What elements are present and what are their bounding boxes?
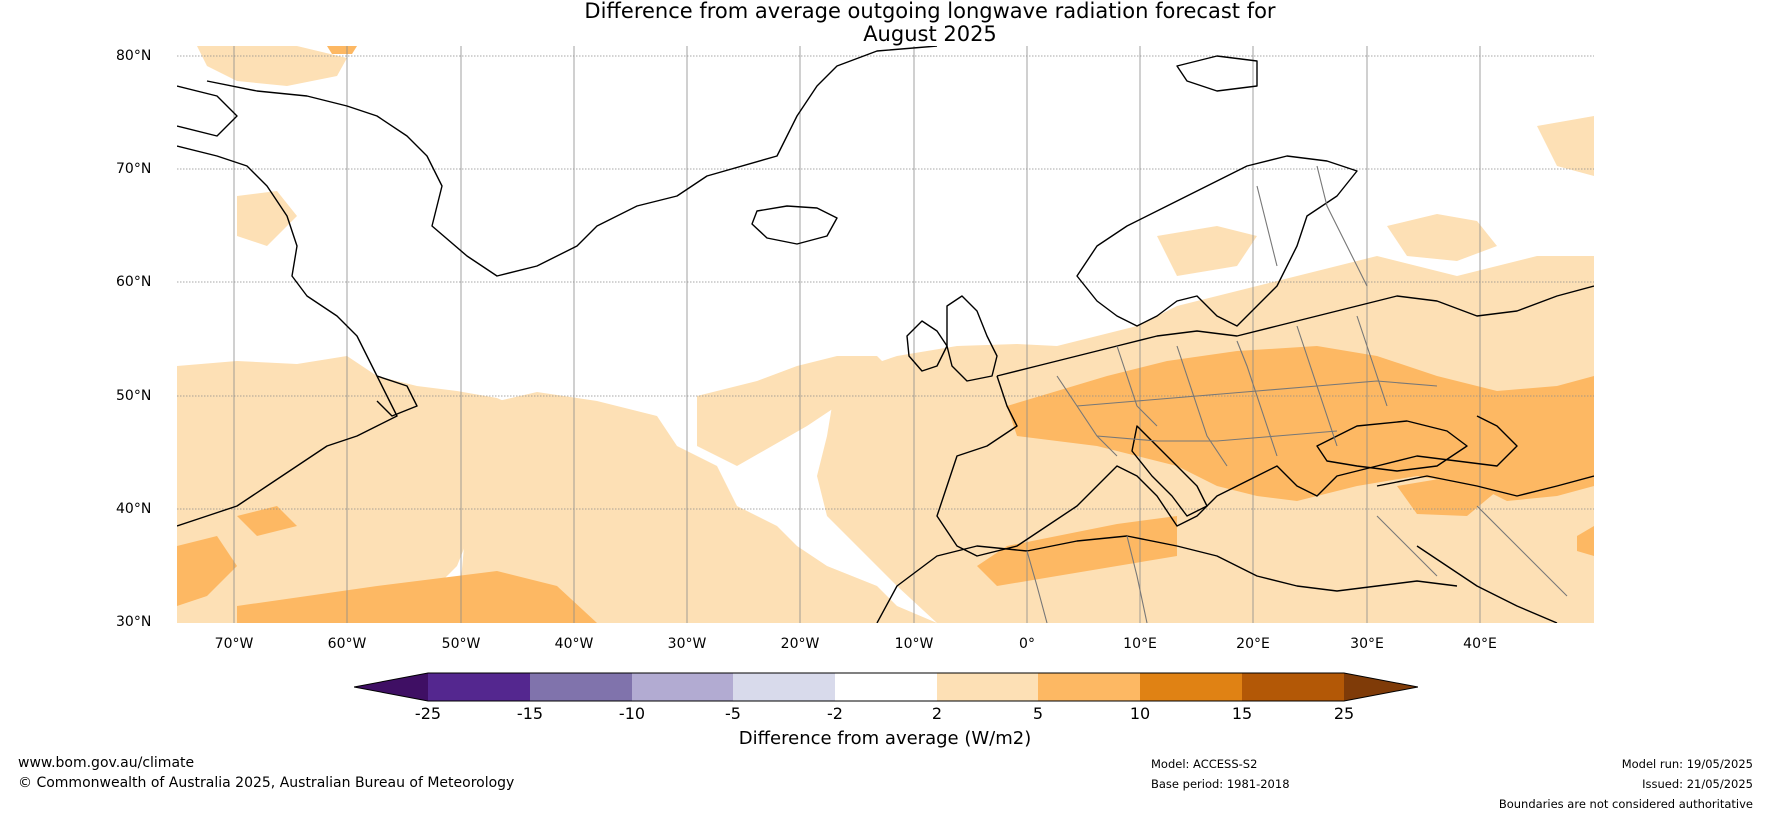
lat-label-60n: 60°N [116, 274, 152, 290]
lon-label-60w: 60°W [327, 636, 367, 652]
colorbar-segment [835, 673, 937, 701]
lon-label-30e: 30°E [1350, 636, 1384, 652]
lat-label-50n: 50°N [116, 388, 152, 404]
colorbar-label: Difference from average (W/m2) [738, 728, 1032, 749]
anomaly-light-orange [177, 46, 1594, 623]
colorbar-tick: 2 [931, 704, 943, 723]
lon-label-50w: 50°W [441, 636, 481, 652]
parallels [177, 55, 1594, 510]
colorbar-segment [1140, 673, 1242, 701]
footer-url: www.bom.gov.au/climate [18, 755, 195, 771]
footer-issued: Issued: 21/05/2025 [1642, 777, 1753, 791]
lon-label-40w: 40°W [554, 636, 594, 652]
lat-label-70n: 70°N [116, 161, 152, 177]
colorbar-tick: -2 [827, 704, 843, 723]
footer-model-run: Model run: 19/05/2025 [1621, 757, 1753, 771]
colorbar-tick: -25 [414, 704, 442, 723]
colorbar-tick: -15 [516, 704, 544, 723]
map-panel [177, 46, 1594, 623]
colorbar-segment [632, 673, 733, 701]
colorbar-tick: -10 [618, 704, 646, 723]
lat-label-80n: 80°N [116, 48, 152, 64]
map-title: Difference from average outgoing longwav… [0, 0, 1770, 46]
lat-label-30n: 30°N [116, 614, 152, 630]
meridians [233, 46, 1481, 623]
title-line-1: Difference from average outgoing longwav… [584, 0, 1276, 23]
colorbar-segment [1242, 673, 1344, 701]
country-borders [1026, 165, 1568, 623]
footer-model: Model: ACCESS-S2 [1151, 757, 1258, 771]
lat-label-40n: 40°N [116, 501, 152, 517]
map-canvas [177, 46, 1594, 623]
colorbar-arrow-high [1344, 673, 1418, 701]
colorbar-segment [428, 673, 530, 701]
lon-label-20e: 20°E [1236, 636, 1270, 652]
coastlines [177, 46, 1594, 623]
lon-label-40e: 40°E [1463, 636, 1497, 652]
footer-copyright: © Commonwealth of Australia 2025, Austra… [18, 775, 515, 791]
colorbar-segment [733, 673, 835, 701]
lon-label-10w: 10°W [894, 636, 934, 652]
colorbar-tick: 15 [1231, 704, 1253, 723]
colorbar-tick: 25 [1333, 704, 1355, 723]
lon-label-30w: 30°W [667, 636, 707, 652]
lon-label-0: 0° [1019, 636, 1035, 652]
footer-base-period: Base period: 1981-2018 [1151, 777, 1290, 791]
colorbar-tick: 5 [1032, 704, 1044, 723]
colorbar-tick: 10 [1129, 704, 1151, 723]
lon-label-20w: 20°W [780, 636, 820, 652]
colorbar [354, 672, 1418, 702]
footer-disclaimer: Boundaries are not considered authoritat… [1498, 797, 1753, 811]
lon-label-10e: 10°E [1123, 636, 1157, 652]
colorbar-arrow-low [354, 673, 428, 701]
colorbar-tick: -5 [725, 704, 741, 723]
colorbar-segment [1038, 673, 1140, 701]
colorbar-segment [937, 673, 1038, 701]
title-line-2: August 2025 [863, 22, 997, 46]
colorbar-segment [530, 673, 632, 701]
lon-label-70w: 70°W [214, 636, 254, 652]
